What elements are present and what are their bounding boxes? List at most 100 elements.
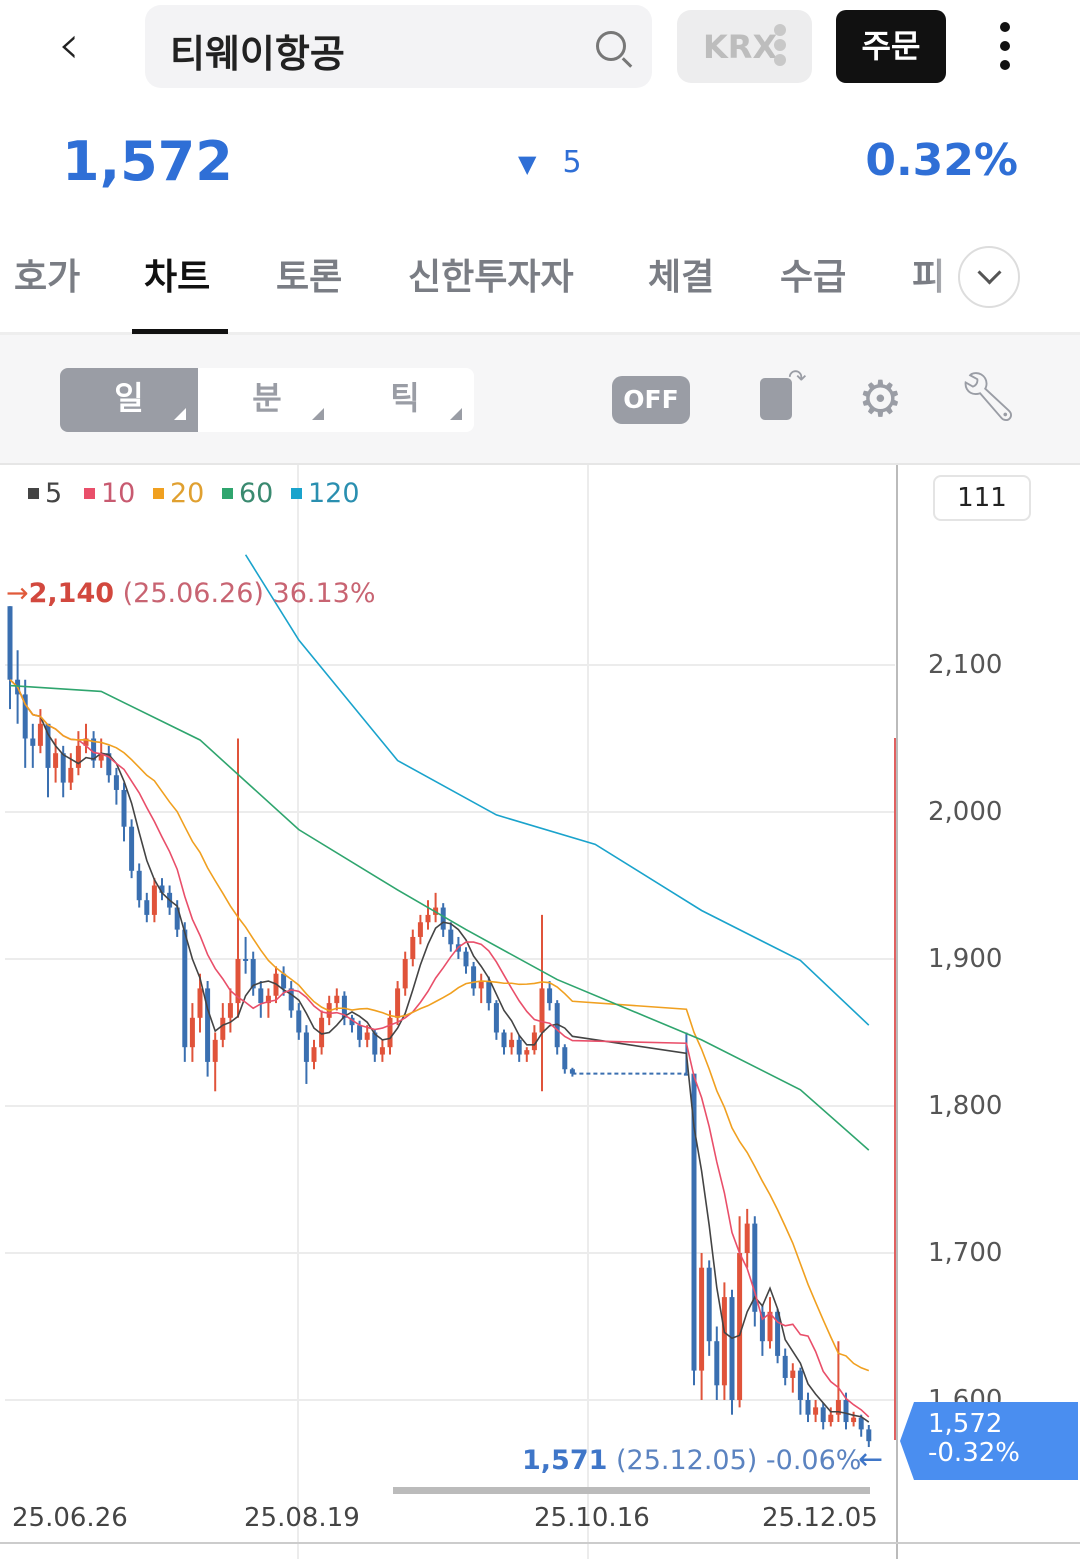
change-percent: 0.32% xyxy=(865,135,1018,186)
legend-label: 60 xyxy=(239,478,274,509)
low-date: (25.12.05) xyxy=(616,1445,758,1476)
period-day[interactable]: 일 xyxy=(60,368,198,432)
candlestick-chart[interactable] xyxy=(0,465,1080,1559)
search-icon[interactable] xyxy=(596,31,626,61)
candle-body xyxy=(471,966,477,989)
candle-body xyxy=(425,914,431,923)
candle-body xyxy=(227,1003,233,1018)
candle-body xyxy=(341,995,347,1018)
chevron-down-icon[interactable] xyxy=(958,246,1020,308)
current-price-tag: 1,572 -0.32% xyxy=(900,1402,1078,1480)
tab-investor[interactable]: 신한투자자 xyxy=(408,257,574,298)
period-minute[interactable]: 분 xyxy=(198,368,336,432)
candle-body xyxy=(759,1311,765,1342)
candle-body xyxy=(364,1032,370,1040)
candle-body xyxy=(744,1223,750,1253)
candle-body xyxy=(569,1069,575,1074)
price-change: ▼ 5 xyxy=(518,145,582,180)
candle-body xyxy=(395,988,401,1018)
candle-count-box[interactable]: 111 xyxy=(933,475,1031,521)
period-minute-label: 분 xyxy=(252,379,282,417)
more-menu-icon[interactable] xyxy=(1000,22,1012,79)
period-tick[interactable]: 틱 xyxy=(336,368,474,432)
candle-body xyxy=(820,1407,826,1423)
candle-body xyxy=(387,1017,393,1048)
market-selector[interactable]: KRX xyxy=(677,10,812,83)
candle-body xyxy=(136,870,142,901)
candle-body xyxy=(516,1039,522,1055)
legend-label: 10 xyxy=(101,478,136,509)
candle-body xyxy=(721,1297,727,1386)
legend-ma20: 20 xyxy=(153,478,204,509)
candle-body xyxy=(547,988,553,1004)
candle-body xyxy=(851,1417,857,1423)
candle-body xyxy=(60,753,66,783)
off-toggle[interactable]: OFF xyxy=(612,376,690,424)
tab-chart[interactable]: 차트 xyxy=(144,257,211,298)
legend-label: 20 xyxy=(170,478,205,509)
candle-body xyxy=(782,1355,788,1378)
gear-icon[interactable]: ⚙ xyxy=(858,370,903,428)
candle-body xyxy=(509,1039,515,1048)
candle-body xyxy=(478,981,484,989)
period-day-label: 일 xyxy=(114,379,144,417)
candle-body xyxy=(37,723,43,746)
legend-ma10: 10 xyxy=(84,478,135,509)
candle-body xyxy=(189,1017,195,1048)
current-price: 1,572 xyxy=(62,130,233,193)
dots-icon xyxy=(774,24,786,69)
candle-body xyxy=(767,1311,773,1342)
candle-body xyxy=(121,789,127,827)
candle-body xyxy=(866,1429,872,1442)
candle-body xyxy=(91,738,97,761)
corner-triangle-icon xyxy=(174,408,186,420)
candle-body xyxy=(205,988,211,1062)
rotate-arrow-icon: ↷ xyxy=(788,366,807,391)
corner-triangle-icon xyxy=(450,408,462,420)
candle-body xyxy=(197,988,203,1018)
high-value: 2,140 xyxy=(28,578,115,609)
candle-body xyxy=(129,826,135,871)
y-tick: 1,800 xyxy=(928,1091,1003,1121)
candle-body xyxy=(448,929,454,945)
ma5-line xyxy=(9,679,870,1423)
candle-body xyxy=(288,988,294,1011)
candle-body xyxy=(159,885,165,893)
candle-body xyxy=(562,1047,568,1070)
chart-scrollbar[interactable] xyxy=(393,1487,870,1494)
candle-body xyxy=(235,959,241,1004)
order-button[interactable]: 주문 xyxy=(836,10,946,83)
rotate-screen-icon[interactable] xyxy=(760,378,792,420)
tab-orderbook[interactable]: 호가 xyxy=(14,257,81,298)
active-tab-indicator xyxy=(132,329,228,334)
candle-body xyxy=(113,775,119,790)
candle-body xyxy=(30,738,36,746)
high-pct: 36.13% xyxy=(272,578,376,609)
candle-body xyxy=(45,723,51,768)
tab-trades[interactable]: 체결 xyxy=(648,257,715,298)
candle-body xyxy=(683,1073,689,1076)
candle-body xyxy=(493,1003,499,1033)
change-value: 5 xyxy=(562,145,582,180)
candle-body xyxy=(797,1370,803,1400)
current-price-pct: -0.32% xyxy=(928,1438,1020,1468)
tab-fade xyxy=(930,246,960,316)
candle-body xyxy=(68,767,74,783)
candle-body xyxy=(250,959,256,989)
candle-body xyxy=(151,885,157,915)
candle-body xyxy=(402,959,408,989)
back-icon[interactable]: ‹ xyxy=(58,13,80,76)
tab-discussion[interactable]: 토론 xyxy=(276,257,343,298)
candle-body xyxy=(813,1407,819,1415)
arrow-left-icon: ← xyxy=(858,1442,884,1477)
candle-body xyxy=(410,936,416,959)
candle-body xyxy=(98,753,104,761)
candle-body xyxy=(83,738,89,746)
x-tick: 25.12.05 xyxy=(762,1503,878,1533)
tab-supply[interactable]: 수급 xyxy=(780,257,847,298)
down-triangle-icon: ▼ xyxy=(518,150,537,178)
search-box[interactable]: 티웨이항공 xyxy=(145,5,652,88)
candle-body xyxy=(212,1039,218,1062)
candle-body xyxy=(75,745,81,768)
wrench-icon[interactable]: 🔧︎ xyxy=(958,369,1019,425)
